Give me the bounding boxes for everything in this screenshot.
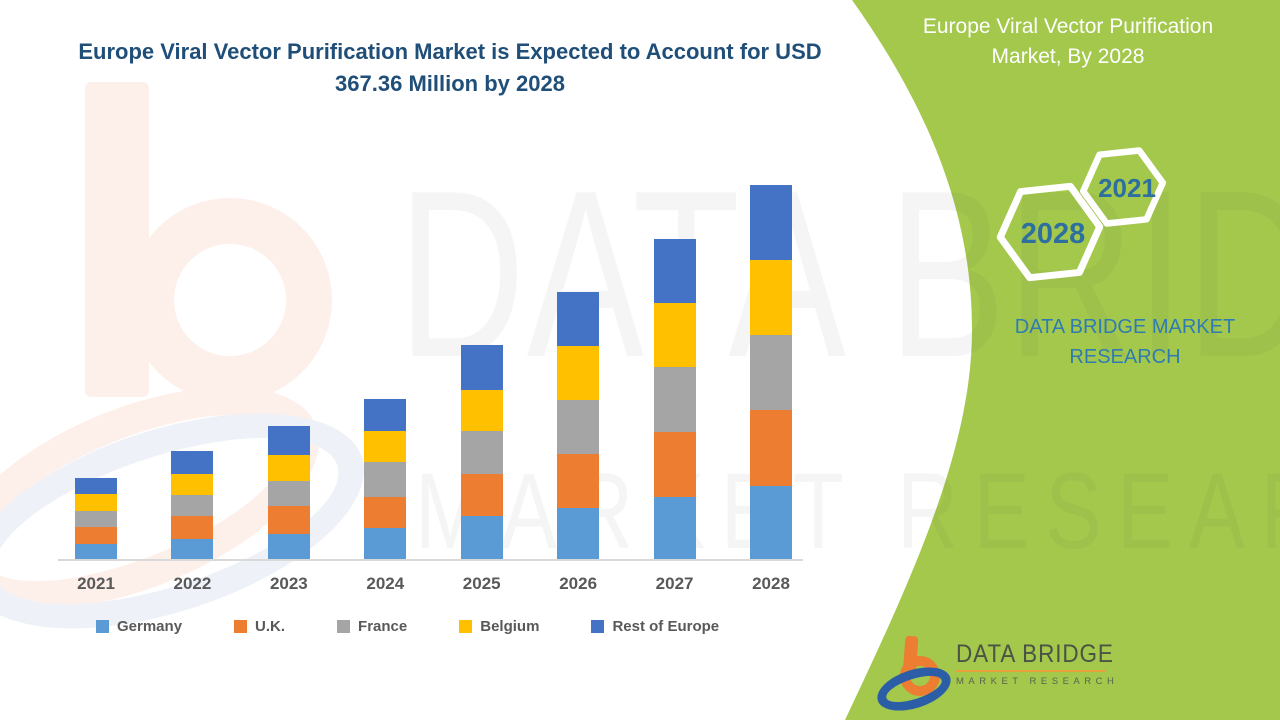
logo-subtitle: MARKET RESEARCH	[956, 676, 1119, 687]
bar-segment-france-2023	[267, 481, 310, 506]
bar-segment-rest-of-europe-2024	[364, 398, 407, 431]
hexagon-2021-outline	[1079, 147, 1167, 227]
bar-segment-germany-2022	[171, 539, 214, 560]
bar-segment-rest-of-europe-2026	[557, 291, 600, 346]
brand-name-text: DATA BRIDGE MARKET RESEARCH	[1014, 316, 1236, 368]
bar-segment-u-k--2027	[653, 432, 696, 497]
bar-segment-germany-2028	[750, 485, 792, 560]
legend-label: France	[358, 618, 408, 635]
x-axis-label-2024: 2024	[366, 574, 405, 593]
bar-segment-u-k--2026	[557, 453, 600, 508]
bar-segment-rest-of-europe-2021	[75, 477, 117, 495]
bar-segment-germany-2023	[267, 533, 310, 560]
bar-segment-germany-2026	[557, 507, 600, 560]
x-axis-label-2022: 2022	[173, 574, 212, 593]
bar-segment-u-k--2025	[460, 474, 503, 517]
legend-label: U.K.	[255, 618, 286, 635]
logo-title: DATA BRIDGE	[956, 640, 1114, 668]
bar-segment-u-k--2024	[364, 496, 407, 528]
bar-segment-france-2024	[364, 461, 407, 497]
x-axis-label-2021: 2021	[77, 574, 115, 593]
chart-legend: Germany U.K. France Belgium Rest of Europe	[96, 618, 719, 635]
stacked-bar-2027	[653, 238, 696, 560]
x-axis-label-2026: 2026	[559, 574, 598, 593]
bar-segment-france-2025	[460, 431, 503, 475]
stacked-bar-2022	[171, 451, 214, 560]
bar-segment-rest-of-europe-2027	[653, 238, 696, 303]
bar-segment-france-2028	[750, 334, 792, 410]
bar-segment-u-k--2023	[267, 505, 310, 534]
legend-item-germany: Germany	[96, 618, 182, 635]
x-axis-label-2023: 2023	[269, 574, 308, 593]
legend-item-belgium: Belgium	[459, 618, 539, 635]
legend-label: Rest of Europe	[612, 618, 720, 635]
stacked-bar-2023	[267, 426, 310, 560]
legend-label: Germany	[117, 618, 183, 635]
legend-item-u-k-: U.K.	[234, 618, 285, 635]
bar-segment-belgium-2027	[653, 302, 696, 368]
bar-segment-rest-of-europe-2023	[267, 426, 310, 455]
legend-swatch-icon	[234, 620, 248, 633]
data-bridge-logo: DATA BRIDGE MARKET RESEARCH	[871, 634, 1131, 719]
legend-swatch-icon	[96, 620, 109, 633]
bar-segment-germany-2021	[75, 543, 117, 560]
logo-text-block: DATA BRIDGE MARKET RESEARCH	[956, 634, 1131, 687]
bar-segment-belgium-2024	[364, 430, 407, 462]
x-axis-line	[58, 559, 803, 561]
stacked-bar-2028	[750, 184, 792, 560]
side-panel-title: Europe Viral Vector Purification Market,…	[922, 15, 1214, 69]
bar-segment-belgium-2022	[171, 473, 214, 495]
bar-segment-belgium-2025	[460, 389, 503, 432]
chart-title: Europe Viral Vector Purification Market …	[78, 39, 822, 96]
bar-segment-u-k--2021	[75, 526, 117, 544]
bar-segment-france-2022	[171, 494, 214, 516]
legend-label: Belgium	[480, 618, 540, 635]
bar-segment-belgium-2023	[267, 454, 310, 482]
bar-segment-france-2021	[75, 510, 117, 527]
bar-segment-germany-2027	[653, 496, 696, 560]
stacked-bar-2026	[557, 291, 600, 560]
logo-underline	[956, 670, 1106, 672]
bar-segment-germany-2025	[460, 516, 503, 560]
hexagon-2021-label: 2021	[1098, 173, 1156, 203]
bar-segment-rest-of-europe-2025	[460, 344, 503, 390]
stacked-bar-2024	[364, 398, 407, 560]
stacked-bar-2021	[75, 477, 117, 560]
bar-segment-belgium-2028	[750, 259, 792, 335]
legend-swatch-icon	[337, 620, 351, 633]
legend-swatch-icon	[459, 620, 473, 633]
stacked-bar-2025	[460, 344, 503, 560]
x-axis-label-2028: 2028	[752, 574, 790, 593]
x-axis-label-2027: 2027	[655, 574, 694, 593]
hexagon-2028-outline	[996, 182, 1104, 282]
bar-segment-rest-of-europe-2022	[171, 451, 214, 474]
bar-segment-france-2027	[653, 367, 696, 433]
x-axis-label-2025: 2025	[462, 574, 501, 593]
bar-segment-belgium-2026	[557, 345, 600, 401]
bar-segment-france-2026	[557, 400, 600, 454]
hexagon-2028-label: 2028	[1021, 218, 1086, 250]
bar-segment-u-k--2022	[171, 515, 214, 540]
bar-segment-germany-2024	[364, 527, 407, 560]
legend-item-rest-of-europe: Rest of Europe	[591, 618, 719, 635]
bar-segment-u-k--2028	[750, 409, 792, 486]
bar-segment-rest-of-europe-2028	[750, 184, 792, 260]
bar-segment-belgium-2021	[75, 494, 117, 511]
logo-b-bowl-shape	[900, 656, 940, 696]
legend-swatch-icon	[591, 620, 605, 633]
logo-b-icon	[871, 634, 957, 719]
legend-item-france: France	[337, 618, 407, 635]
green-panel-shape	[845, 0, 1280, 720]
